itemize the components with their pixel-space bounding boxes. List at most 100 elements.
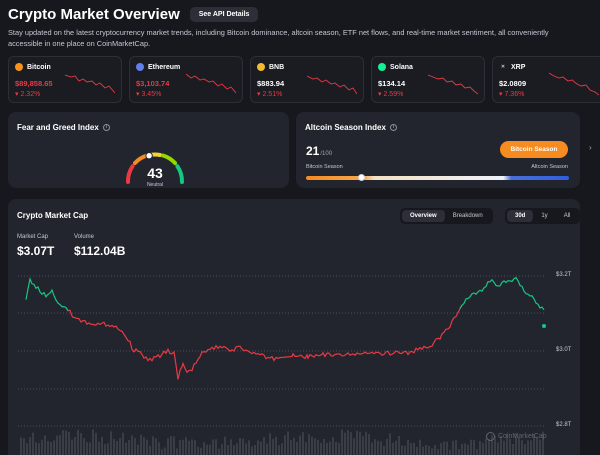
coin-price: $3,103.74 bbox=[136, 79, 170, 88]
volume-bar bbox=[530, 440, 532, 455]
volume-bar bbox=[59, 435, 61, 455]
coin-card-bitcoin[interactable]: Bitcoin $89,858.65 ▾ 2.32% bbox=[8, 56, 122, 103]
volume-bar bbox=[329, 441, 331, 455]
volume-bar bbox=[80, 433, 82, 455]
sparkline bbox=[428, 74, 478, 95]
volume-bar bbox=[266, 443, 268, 455]
volume-bar bbox=[77, 429, 79, 455]
volume-bar bbox=[206, 444, 208, 455]
volume-bar bbox=[410, 443, 412, 455]
caret-down-icon: ▾ bbox=[257, 91, 263, 98]
tab-overview[interactable]: Overview bbox=[402, 210, 445, 222]
gauge-indicator bbox=[145, 152, 153, 160]
fear-greed-card[interactable]: Fear and Greed Index i 43 Neutral bbox=[8, 112, 289, 188]
volume-label: Volume bbox=[74, 234, 95, 240]
volume-bar bbox=[413, 442, 415, 455]
volume-bar bbox=[137, 444, 139, 455]
volume-bar bbox=[320, 442, 322, 455]
chevron-right-icon[interactable]: › bbox=[589, 143, 592, 152]
volume-bar bbox=[62, 430, 64, 455]
volume-bar bbox=[332, 437, 334, 455]
volume-bar bbox=[383, 445, 385, 455]
volume-bar bbox=[326, 442, 328, 455]
coin-change-value: 2.51% bbox=[262, 91, 283, 98]
volume-bar bbox=[221, 444, 223, 455]
header: Crypto Market Overview See API Details bbox=[8, 6, 259, 23]
volume-bar bbox=[290, 440, 292, 455]
see-api-details-button[interactable]: See API Details bbox=[189, 7, 259, 22]
market-cap-chart[interactable] bbox=[8, 199, 580, 455]
market-cap-title: Crypto Market Cap bbox=[17, 211, 89, 220]
volume-bar bbox=[542, 431, 544, 455]
volume-bar bbox=[404, 445, 406, 455]
volume-bar bbox=[239, 438, 241, 455]
bitcoin-season-label: Bitcoin Season bbox=[306, 164, 343, 170]
market-cap-line-up-end bbox=[459, 276, 545, 311]
page-description: Stay updated on the latest cryptocurrenc… bbox=[8, 28, 549, 48]
market-cap-card: Crypto Market Cap Overview Breakdown 30d… bbox=[8, 199, 581, 455]
volume-bar bbox=[425, 445, 427, 455]
coin-price: $134.14 bbox=[378, 79, 406, 88]
tab-all[interactable]: All bbox=[563, 213, 571, 219]
info-icon[interactable]: i bbox=[389, 124, 397, 131]
volume-bar bbox=[518, 437, 520, 455]
volume-bar bbox=[56, 435, 58, 455]
coin-card-bnb[interactable]: BNB $883.94 ▾ 2.51% bbox=[250, 56, 364, 103]
volume-bar bbox=[341, 429, 343, 455]
volume-bar bbox=[107, 443, 109, 455]
volume-bar bbox=[353, 438, 355, 455]
volume-bar bbox=[215, 439, 217, 455]
volume-bar bbox=[44, 435, 46, 455]
volume-bar bbox=[227, 445, 229, 455]
volume-bar bbox=[461, 444, 463, 455]
sparkline bbox=[65, 74, 115, 94]
volume-bar bbox=[224, 436, 226, 455]
volume-bar bbox=[209, 444, 211, 455]
caret-down-icon: ▾ bbox=[499, 91, 505, 98]
volume-bar bbox=[419, 439, 421, 455]
volume-bar bbox=[149, 445, 151, 455]
altcoin-season-card[interactable]: Altcoin Season Index i 21 /100 Bitcoin S… bbox=[296, 112, 580, 188]
volume-bar bbox=[35, 442, 37, 455]
volume-bar bbox=[506, 433, 508, 455]
fear-greed-label: Neutral bbox=[147, 182, 163, 188]
info-icon[interactable]: i bbox=[102, 124, 110, 131]
coin-card-ethereum[interactable]: Ethereum $3,103.74 ▾ 3.45% bbox=[129, 56, 243, 103]
volume-bar bbox=[134, 438, 136, 455]
volume-bar bbox=[365, 431, 367, 455]
caret-down-icon: ▾ bbox=[378, 91, 384, 98]
volume-bar bbox=[395, 440, 397, 455]
volume-bar bbox=[233, 445, 235, 455]
volume-bar bbox=[182, 439, 184, 455]
volume-bar bbox=[98, 441, 100, 455]
season-indicator-knob bbox=[358, 174, 365, 181]
volume-bar bbox=[521, 440, 523, 455]
bitcoin-icon bbox=[15, 63, 23, 71]
coin-change: ▾ 2.51% bbox=[257, 90, 282, 98]
volume-bar bbox=[287, 431, 289, 455]
altcoin-season-title: Altcoin Season Index bbox=[305, 123, 386, 132]
caret-down-icon: ▾ bbox=[136, 91, 142, 98]
market-cap-line-up-start bbox=[25, 276, 69, 312]
volume-bar bbox=[173, 436, 175, 455]
volume-bar bbox=[212, 439, 214, 455]
tab-breakdown[interactable]: Breakdown bbox=[452, 213, 483, 219]
coin-name: XRP bbox=[511, 63, 526, 71]
volume-bar bbox=[524, 444, 526, 455]
coin-card-solana[interactable]: Solana $134.14 ▾ 2.59% bbox=[371, 56, 485, 103]
volume-bar bbox=[128, 440, 130, 455]
volume-bar bbox=[50, 442, 52, 455]
tab-30d[interactable]: 30d bbox=[507, 210, 534, 222]
volume-bar bbox=[296, 442, 298, 455]
fear-greed-title: Fear and Greed Index bbox=[17, 123, 99, 132]
tab-1y[interactable]: 1y bbox=[541, 213, 548, 219]
current-point bbox=[542, 324, 546, 328]
volume-bar bbox=[494, 435, 496, 455]
coin-card-xrp[interactable]: ✕ XRP $2.0809 ▾ 7.36% bbox=[492, 56, 600, 103]
coin-name: Ethereum bbox=[148, 63, 181, 71]
market-cap-label: Market Cap bbox=[17, 234, 49, 240]
volume-bar bbox=[278, 445, 280, 455]
volume-bar bbox=[497, 442, 499, 455]
fear-greed-gauge: 43 Neutral bbox=[126, 152, 184, 188]
volume-bar bbox=[434, 445, 436, 455]
